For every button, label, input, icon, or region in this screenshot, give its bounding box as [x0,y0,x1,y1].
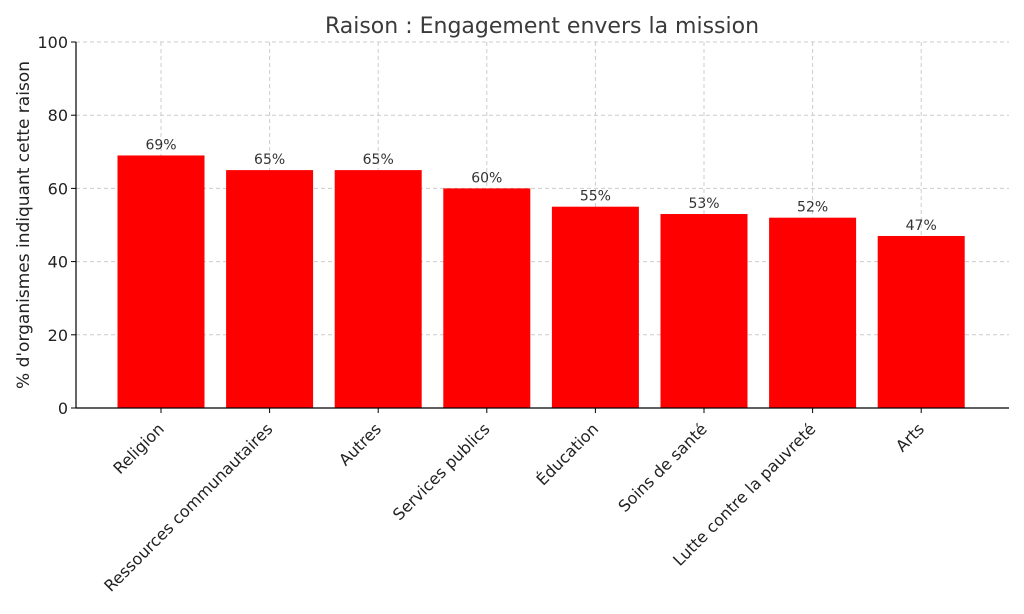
grid-layer [76,41,1009,409]
bar-value-label: 65% [363,152,394,168]
axes-layer [71,41,1009,413]
chart-title: Raison : Engagement envers la mission [325,14,759,39]
x-tick-label: Religion [109,419,167,477]
bar [443,188,531,408]
y-tick-label: 100 [37,33,68,52]
bar-value-label: 65% [254,152,285,168]
x-tick-label: Éducation [532,419,602,489]
y-tick-label: 40 [48,253,68,272]
bar [551,206,639,408]
x-tick-label: Soins de santé [614,419,710,515]
y-tick-label: 20 [48,326,68,345]
y-tick-label: 80 [48,106,68,125]
bar-value-label: 52% [797,200,828,216]
x-tick-label: Arts [892,419,928,455]
bar [226,170,314,408]
bar [769,217,857,408]
bar [117,155,205,408]
bar-value-label: 53% [688,196,719,212]
x-tick-label: Autres [335,419,385,469]
y-axis-label: % d'organismes indiquant cette raison [14,61,34,389]
y-tick-label: 0 [58,399,68,418]
bar [660,214,748,408]
bar-value-label: 69% [145,137,176,153]
bar-value-label: 60% [471,170,502,186]
bar [334,170,422,408]
bar-value-label: 47% [906,218,937,234]
x-tick-label: Services publics [389,419,494,524]
y-tick-label: 60 [48,179,68,198]
bar [877,235,965,408]
bar-value-label: 55% [580,189,611,205]
bars-layer [117,155,965,408]
